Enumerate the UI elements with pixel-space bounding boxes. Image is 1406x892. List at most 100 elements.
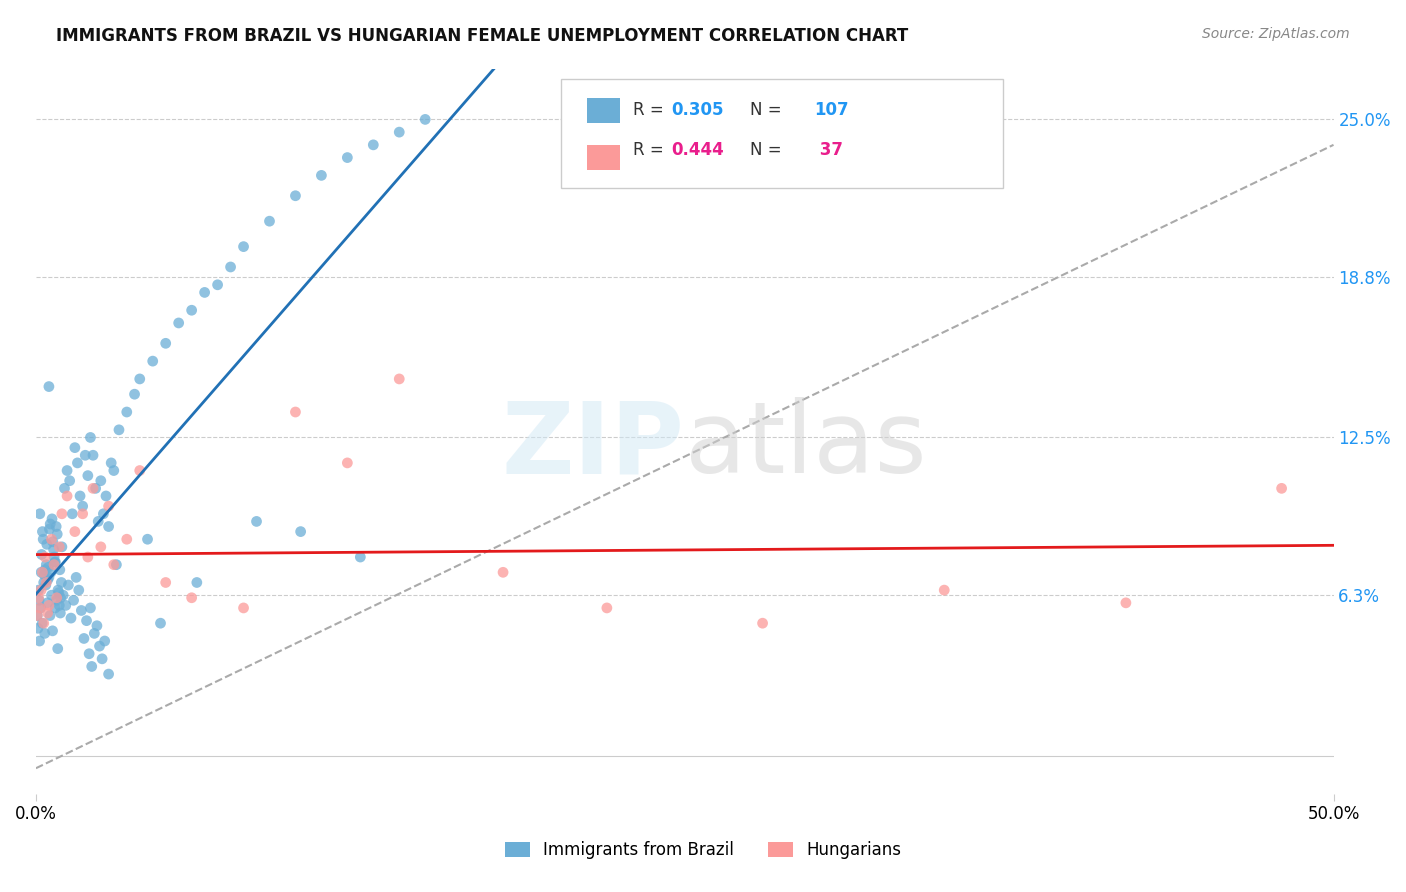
Hungarians	[155, 575, 177, 590]
Immigrants from Brazil	[67, 583, 90, 598]
Immigrants from Brazil	[37, 560, 59, 574]
Immigrants from Brazil	[52, 588, 75, 602]
Immigrants from Brazil	[44, 555, 66, 569]
Hungarians	[751, 616, 773, 631]
Text: N =: N =	[749, 142, 786, 160]
Immigrants from Brazil	[34, 626, 56, 640]
Immigrants from Brazil	[27, 583, 49, 598]
Hungarians	[42, 558, 65, 572]
Immigrants from Brazil	[245, 515, 267, 529]
Immigrants from Brazil	[35, 578, 58, 592]
Text: Source: ZipAtlas.com: Source: ZipAtlas.com	[1202, 27, 1350, 41]
Immigrants from Brazil	[66, 456, 89, 470]
Text: R =: R =	[633, 142, 669, 160]
Immigrants from Brazil	[31, 548, 53, 562]
Immigrants from Brazil	[45, 593, 67, 607]
Immigrants from Brazil	[413, 112, 436, 127]
Immigrants from Brazil	[86, 619, 108, 633]
Hungarians	[28, 601, 51, 615]
Hungarians	[31, 566, 53, 580]
Immigrants from Brazil	[49, 606, 72, 620]
Immigrants from Brazil	[35, 558, 58, 572]
Text: ZIP: ZIP	[502, 397, 685, 494]
Immigrants from Brazil	[41, 512, 63, 526]
Immigrants from Brazil	[72, 499, 94, 513]
Immigrants from Brazil	[56, 464, 79, 478]
Immigrants from Brazil	[349, 549, 371, 564]
Immigrants from Brazil	[284, 188, 307, 202]
Immigrants from Brazil	[39, 566, 62, 580]
Immigrants from Brazil	[42, 542, 65, 557]
Hungarians	[27, 591, 49, 605]
Immigrants from Brazil	[55, 599, 77, 613]
Immigrants from Brazil	[167, 316, 190, 330]
Hungarians	[128, 464, 150, 478]
Immigrants from Brazil	[97, 667, 120, 681]
Immigrants from Brazil	[39, 516, 62, 531]
Immigrants from Brazil	[45, 519, 67, 533]
Hungarians	[76, 549, 98, 564]
Immigrants from Brazil	[232, 239, 254, 253]
Immigrants from Brazil	[194, 285, 217, 300]
Hungarians	[45, 591, 67, 605]
Hungarians	[56, 489, 79, 503]
Text: 0.444: 0.444	[672, 142, 724, 160]
Immigrants from Brazil	[363, 137, 385, 152]
Hungarians	[90, 540, 112, 554]
Immigrants from Brazil	[100, 456, 122, 470]
Legend: Immigrants from Brazil, Hungarians: Immigrants from Brazil, Hungarians	[498, 835, 908, 866]
Immigrants from Brazil	[105, 558, 128, 572]
Hungarians	[596, 601, 619, 615]
Immigrants from Brazil	[28, 634, 51, 648]
Immigrants from Brazil	[149, 616, 172, 631]
Immigrants from Brazil	[38, 379, 60, 393]
Immigrants from Brazil	[84, 481, 107, 495]
Immigrants from Brazil	[58, 578, 80, 592]
Hungarians	[388, 372, 411, 386]
Text: N =: N =	[749, 101, 786, 119]
Immigrants from Brazil	[63, 441, 86, 455]
Hungarians	[32, 616, 55, 631]
Hungarians	[336, 456, 359, 470]
Hungarians	[1115, 596, 1137, 610]
Hungarians	[492, 566, 515, 580]
Hungarians	[30, 583, 52, 598]
Text: atlas: atlas	[685, 397, 927, 494]
Immigrants from Brazil	[48, 599, 70, 613]
Immigrants from Brazil	[42, 549, 65, 564]
Immigrants from Brazil	[180, 303, 202, 318]
Immigrants from Brazil	[59, 474, 82, 488]
Immigrants from Brazil	[207, 277, 229, 292]
Immigrants from Brazil	[124, 387, 146, 401]
Immigrants from Brazil	[89, 639, 111, 653]
Bar	[588, 97, 620, 123]
Immigrants from Brazil	[51, 575, 73, 590]
Hungarians	[115, 533, 138, 547]
Hungarians	[63, 524, 86, 539]
Immigrants from Brazil	[37, 573, 59, 587]
Immigrants from Brazil	[62, 593, 84, 607]
FancyBboxPatch shape	[561, 79, 1002, 188]
Immigrants from Brazil	[59, 611, 82, 625]
Immigrants from Brazil	[41, 624, 63, 638]
Immigrants from Brazil	[25, 608, 48, 623]
Immigrants from Brazil	[70, 603, 93, 617]
Hungarians	[51, 507, 73, 521]
Immigrants from Brazil	[93, 634, 115, 648]
Immigrants from Brazil	[37, 596, 59, 610]
Immigrants from Brazil	[46, 527, 69, 541]
Immigrants from Brazil	[39, 608, 62, 623]
Text: 37: 37	[814, 142, 844, 160]
Immigrants from Brazil	[31, 524, 53, 539]
Immigrants from Brazil	[32, 567, 55, 582]
Immigrants from Brazil	[49, 591, 72, 605]
Hungarians	[48, 540, 70, 554]
Immigrants from Brazil	[44, 601, 66, 615]
Immigrants from Brazil	[49, 563, 72, 577]
Immigrants from Brazil	[31, 616, 53, 631]
Hungarians	[284, 405, 307, 419]
Hungarians	[97, 499, 120, 513]
Hungarians	[72, 507, 94, 521]
Immigrants from Brazil	[94, 489, 117, 503]
Immigrants from Brazil	[336, 151, 359, 165]
